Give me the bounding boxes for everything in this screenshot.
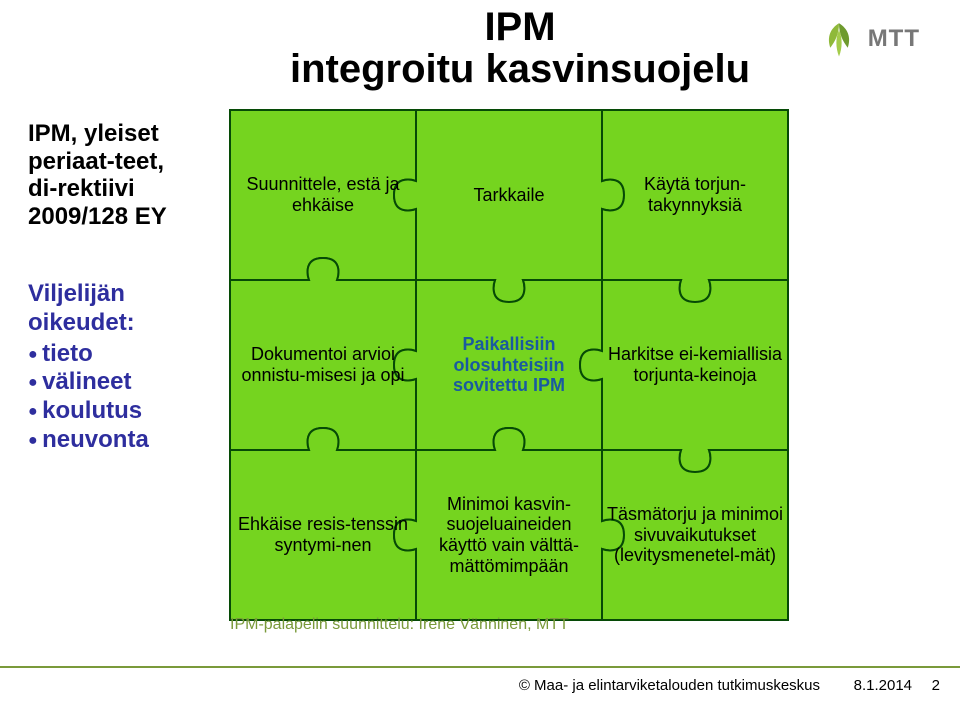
slide-title: IPM integroitu kasvinsuojelu xyxy=(280,6,760,90)
footer-date: 8.1.2014 xyxy=(854,677,912,694)
left-mid-block: Viljelijän oikeudet: tieto välineet koul… xyxy=(28,280,208,455)
puzzle-piece-label: Ehkäise resis-tenssin syntymi-nen xyxy=(234,514,412,555)
left-mid-bullets: tieto välineet koulutus neuvonta xyxy=(28,340,208,455)
puzzle-diagram: Suunnittele, estä ja ehkäise Tarkkaile Käy… xyxy=(230,110,790,620)
puzzle-piece-label: Tarkkaile xyxy=(473,185,544,206)
footer-org: © Maa- ja elintarviketalouden tutkimuske… xyxy=(519,677,820,694)
bullet-item: tieto xyxy=(28,340,208,369)
title-line1: IPM xyxy=(280,6,760,48)
puzzle-piece-label: Käytä torjun-takynnyksiä xyxy=(606,174,784,215)
left-mid-heading-l1: Viljelijän xyxy=(28,280,208,309)
puzzle-piece-label: Paikallisiin olosuhteisiin sovitettu IPM xyxy=(420,334,598,396)
footer-divider xyxy=(0,666,960,668)
leaf-icon xyxy=(818,18,860,60)
bullet-item: välineet xyxy=(28,368,208,397)
slide: IPM integroitu kasvinsuojelu MTT IPM, yl… xyxy=(0,0,960,702)
puzzle-piece-label: Harkitse ei-kemiallisia torjunta-keinoja xyxy=(606,344,784,385)
puzzle-piece-label: Minimoi kasvin-suojeluaineiden käyttö va… xyxy=(420,494,598,577)
left-top-heading: IPM, yleiset periaat-teet, di-rektiivi 2… xyxy=(28,120,198,230)
left-mid-heading-l2: oikeudet: xyxy=(28,309,208,338)
puzzle-piece-label: Suunnittele, estä ja ehkäise xyxy=(234,174,412,215)
puzzle-piece-label: Dokumentoi arvioi onnistu-misesi ja opi xyxy=(234,344,412,385)
bullet-item: koulutus xyxy=(28,397,208,426)
puzzle-credit: IPM-palapelin suunnittelu: Irene Vännine… xyxy=(230,616,569,634)
logo-text: MTT xyxy=(868,25,920,53)
bullet-item: neuvonta xyxy=(28,426,208,455)
mtt-logo: MTT xyxy=(818,18,920,60)
puzzle-piece-label: Täsmätorju ja minimoi sivuvaikutukset (l… xyxy=(606,504,784,566)
puzzle-piece: Täsmätorju ja minimoi sivuvaikutukset (l… xyxy=(576,424,814,646)
footer-page: 2 xyxy=(932,677,940,694)
